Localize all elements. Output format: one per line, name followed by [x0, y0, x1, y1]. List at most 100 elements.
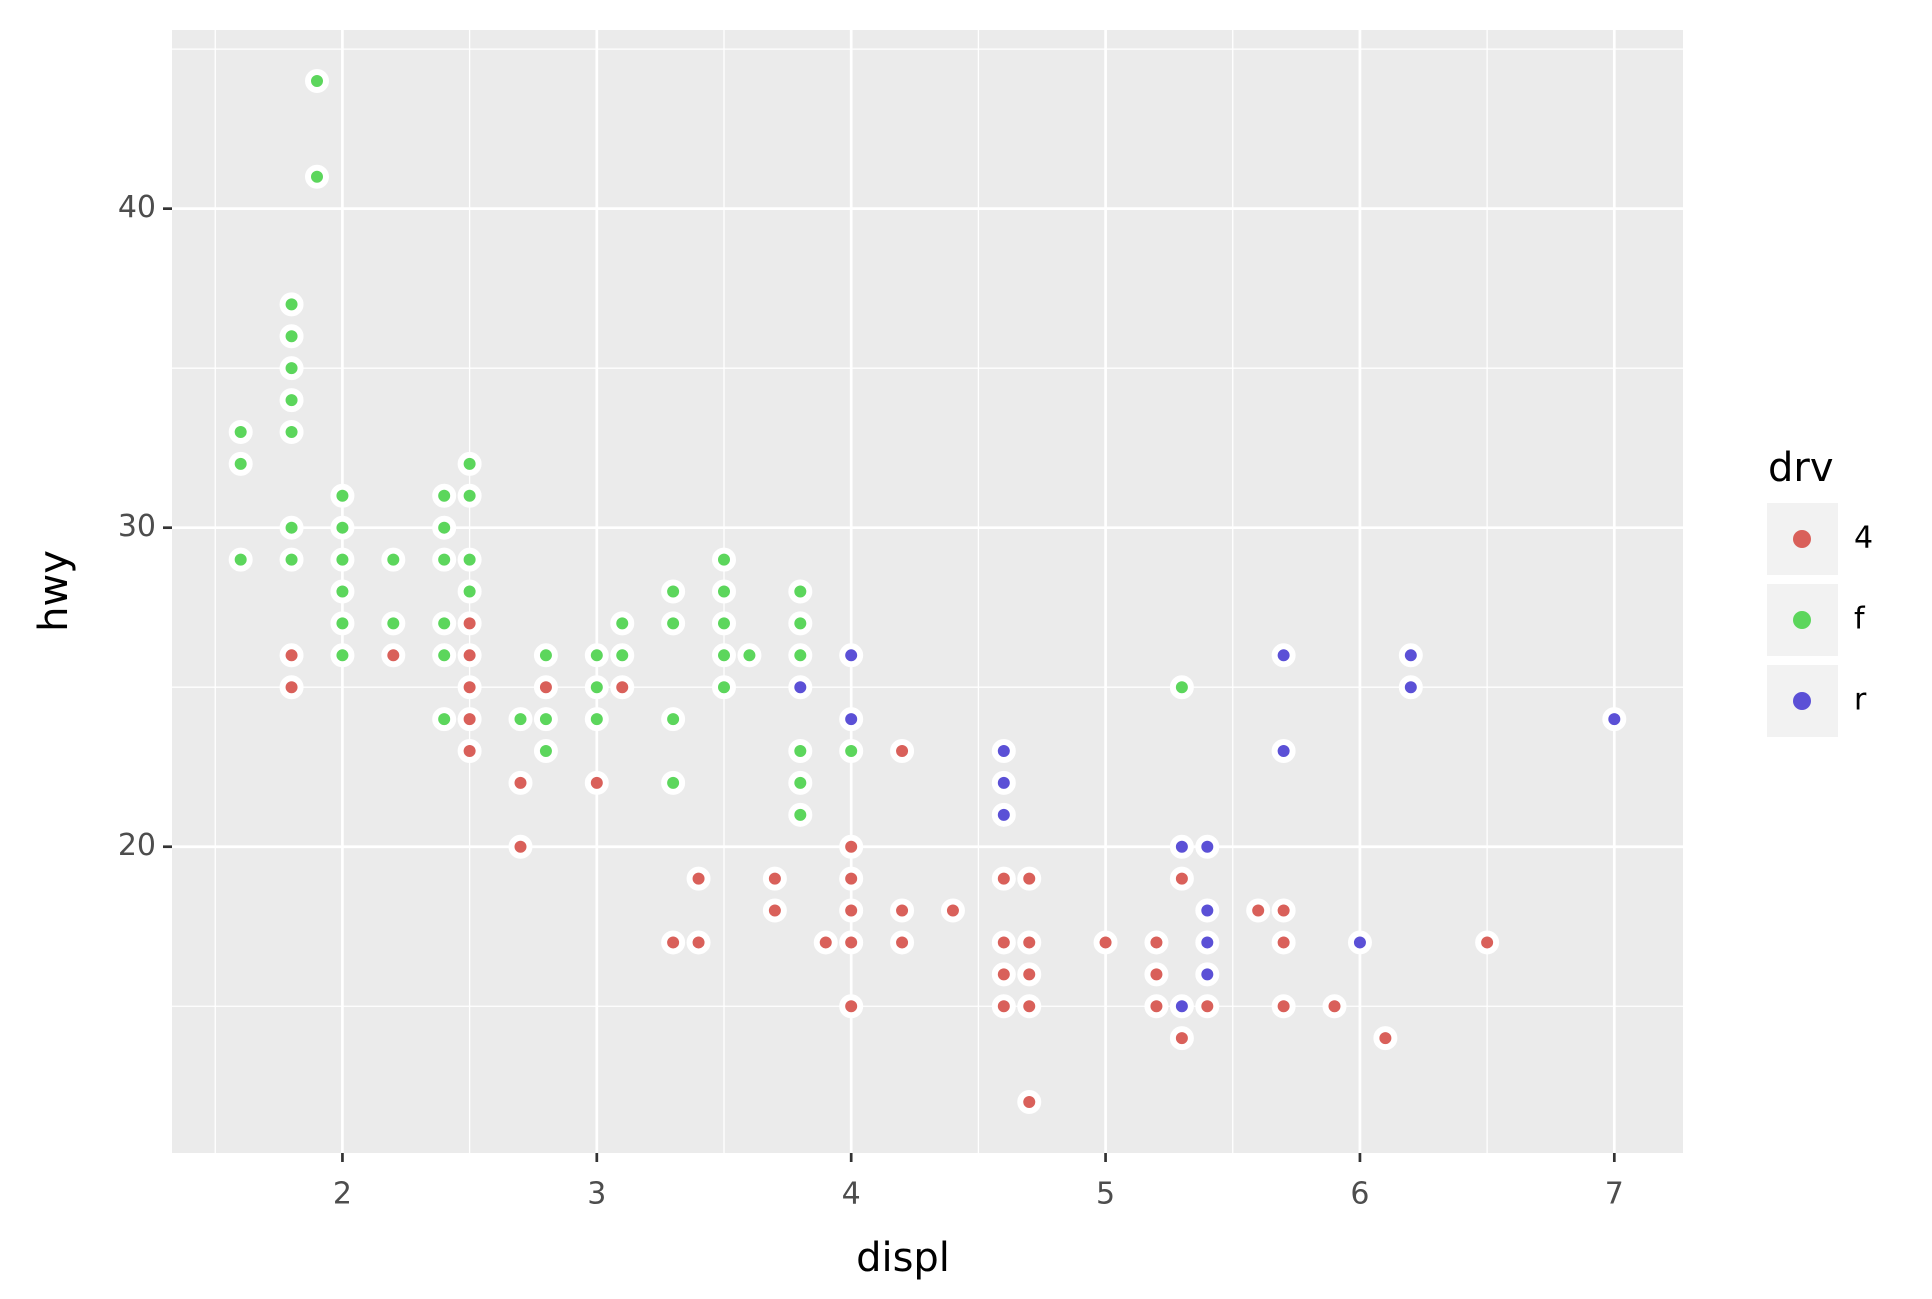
point [661, 707, 686, 732]
point [381, 643, 406, 668]
point [330, 579, 355, 604]
point [1271, 930, 1296, 955]
legend-marker [1793, 611, 1811, 629]
point [1271, 643, 1296, 668]
point [788, 739, 813, 764]
x-tick-label: 4 [842, 1177, 861, 1212]
legend-label: f [1854, 602, 1866, 637]
x-tick-label: 3 [587, 1177, 606, 1212]
x-tick-label: 6 [1350, 1177, 1369, 1212]
grid [172, 30, 1683, 1153]
legend: 4 f r [1767, 503, 1873, 737]
point [1169, 994, 1194, 1019]
point [457, 707, 482, 732]
point [711, 643, 736, 668]
point [1017, 994, 1042, 1019]
point [1144, 962, 1169, 987]
point [279, 356, 304, 381]
point [991, 962, 1016, 987]
point [432, 483, 457, 508]
point [1017, 1089, 1042, 1114]
point [432, 707, 457, 732]
point [661, 579, 686, 604]
point [1271, 898, 1296, 923]
point [432, 643, 457, 668]
y-axis-title: hwy [31, 550, 77, 632]
point [661, 611, 686, 636]
point [279, 643, 304, 668]
panel [172, 30, 1683, 1153]
point [457, 579, 482, 604]
point [1195, 834, 1220, 859]
point [890, 930, 915, 955]
point [711, 547, 736, 572]
y-tick-label: 40 [118, 190, 156, 225]
point [533, 707, 558, 732]
legend-marker [1793, 530, 1811, 548]
point [1093, 930, 1118, 955]
point [228, 547, 253, 572]
point [330, 483, 355, 508]
point [839, 643, 864, 668]
point [839, 834, 864, 859]
point [508, 707, 533, 732]
point [457, 483, 482, 508]
point [584, 707, 609, 732]
x-tick-label: 2 [333, 1177, 352, 1212]
point [381, 611, 406, 636]
point [432, 611, 457, 636]
point [584, 770, 609, 795]
point [1195, 930, 1220, 955]
point [1169, 834, 1194, 859]
point [228, 451, 253, 476]
point [788, 611, 813, 636]
point [686, 866, 711, 891]
point [991, 770, 1016, 795]
point [788, 643, 813, 668]
point [610, 611, 635, 636]
point [1398, 643, 1423, 668]
point [279, 324, 304, 349]
point [788, 579, 813, 604]
point [508, 834, 533, 859]
point [1195, 898, 1220, 923]
point [1602, 707, 1627, 732]
point [457, 739, 482, 764]
point [737, 643, 762, 668]
point [610, 643, 635, 668]
point [279, 547, 304, 572]
point [584, 675, 609, 700]
x-tick-label: 7 [1605, 1177, 1624, 1212]
point [279, 675, 304, 700]
point [711, 675, 736, 700]
points [228, 69, 1627, 1114]
point [1017, 962, 1042, 987]
point [584, 643, 609, 668]
point [533, 675, 558, 700]
point [330, 547, 355, 572]
point [1398, 675, 1423, 700]
point [1347, 930, 1372, 955]
point [991, 930, 1016, 955]
x-axis-title: displ [856, 1235, 950, 1281]
point [457, 643, 482, 668]
point [279, 419, 304, 444]
point [432, 547, 457, 572]
point [1195, 994, 1220, 1019]
point [330, 611, 355, 636]
point [508, 770, 533, 795]
point [1169, 1026, 1194, 1051]
point [890, 898, 915, 923]
point [279, 388, 304, 413]
point [991, 739, 1016, 764]
point [788, 802, 813, 827]
point [762, 898, 787, 923]
point [279, 515, 304, 540]
point [991, 866, 1016, 891]
point [1322, 994, 1347, 1019]
point [304, 69, 329, 94]
point [1144, 930, 1169, 955]
point [991, 994, 1016, 1019]
